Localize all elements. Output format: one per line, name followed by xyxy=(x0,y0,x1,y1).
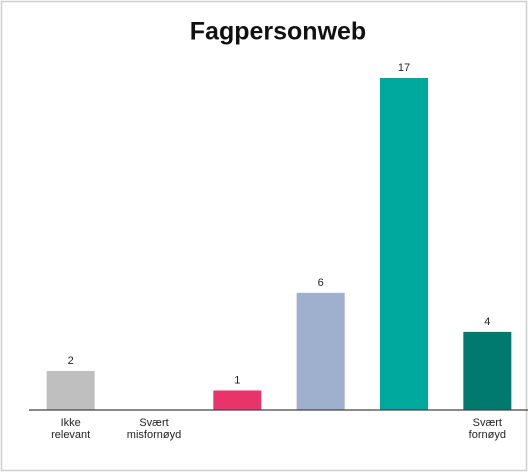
x-tick-label: Ikke relevant xyxy=(51,417,90,441)
data-label: 17 xyxy=(398,62,410,74)
data-label: 6 xyxy=(318,277,324,289)
bar xyxy=(213,390,262,410)
data-label: 2 xyxy=(68,355,74,367)
bar xyxy=(46,370,95,410)
data-label: 1 xyxy=(234,374,240,386)
x-tick-label: Svært misfornøyd xyxy=(127,417,181,441)
chart-title: Fagpersonweb xyxy=(190,18,366,46)
bar xyxy=(463,331,512,410)
data-label: 4 xyxy=(484,316,490,328)
bar xyxy=(380,78,428,410)
bar xyxy=(296,292,345,410)
x-tick-label: Svært fornøyd xyxy=(469,417,506,441)
